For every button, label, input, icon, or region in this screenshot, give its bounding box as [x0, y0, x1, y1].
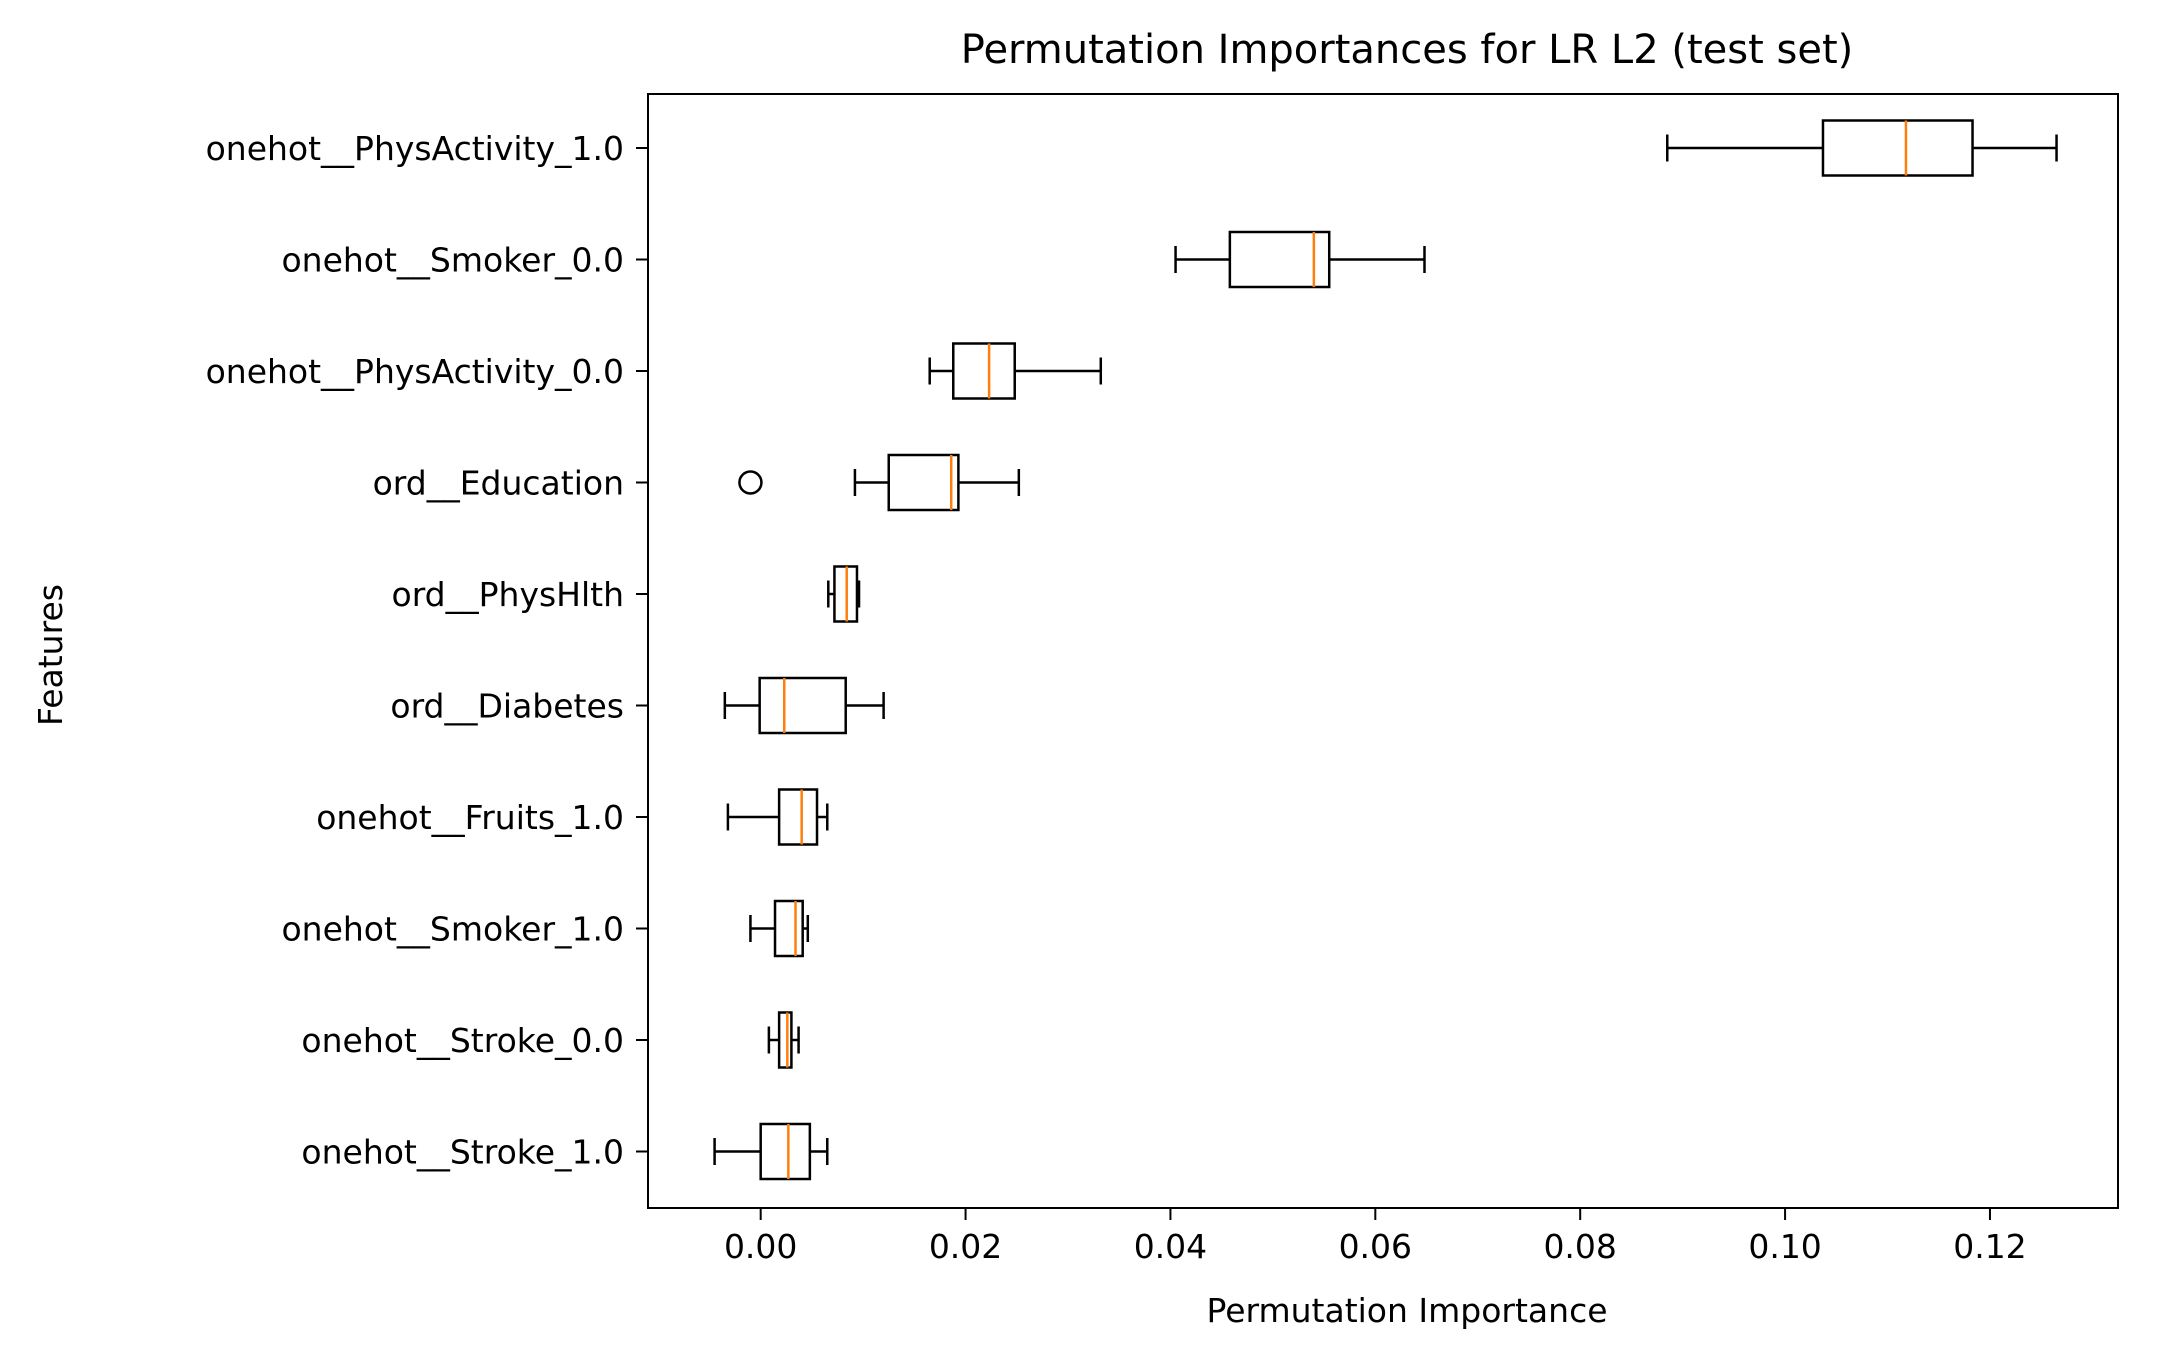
plot-frame: [647, 93, 2119, 1209]
box: [759, 1122, 812, 1181]
x-tick-label: 0.10: [1748, 1227, 1821, 1266]
y-tick-label: onehot__Fruits_1.0: [316, 798, 624, 837]
chart-title: Permutation Importances for LR L2 (test …: [961, 27, 1854, 73]
box: [887, 453, 960, 512]
y-axis-label: Features: [31, 584, 70, 726]
y-tick-label: ord__PhysHlth: [392, 575, 625, 614]
box: [1228, 230, 1331, 289]
box: [758, 676, 847, 735]
box: [777, 788, 819, 846]
x-tick-label: 0.12: [1953, 1227, 2026, 1266]
y-tick-label: onehot__Smoker_0.0: [281, 241, 624, 280]
x-axis-label: Permutation Importance: [1206, 1291, 1607, 1330]
y-tick-label: onehot__PhysActivity_1.0: [206, 129, 624, 168]
box: [773, 899, 804, 958]
box: [952, 342, 1016, 400]
y-tick-label: onehot__PhysActivity_0.0: [206, 352, 624, 391]
outlier-point: [738, 470, 763, 495]
box: [777, 1011, 793, 1069]
x-tick-label: 0.02: [929, 1227, 1002, 1266]
y-tick-label: ord__Diabetes: [390, 687, 624, 726]
x-tick-label: 0.04: [1134, 1227, 1207, 1266]
y-tick-label: onehot__Stroke_1.0: [301, 1133, 624, 1172]
x-tick-label: 0.06: [1339, 1227, 1412, 1266]
x-tick-label: 0.00: [724, 1227, 797, 1266]
box: [1821, 119, 1974, 177]
plot-area: 0.00 0.02 0.04 0.06 0.08 0.10 0.12 onehot__Phys…: [206, 119, 2058, 1266]
y-tick-label: onehot__Smoker_1.0: [281, 910, 624, 949]
y-tick-label: onehot__Stroke_0.0: [301, 1021, 624, 1060]
x-tick-label: 0.08: [1543, 1227, 1616, 1266]
y-tick-label: ord__Education: [373, 464, 624, 503]
